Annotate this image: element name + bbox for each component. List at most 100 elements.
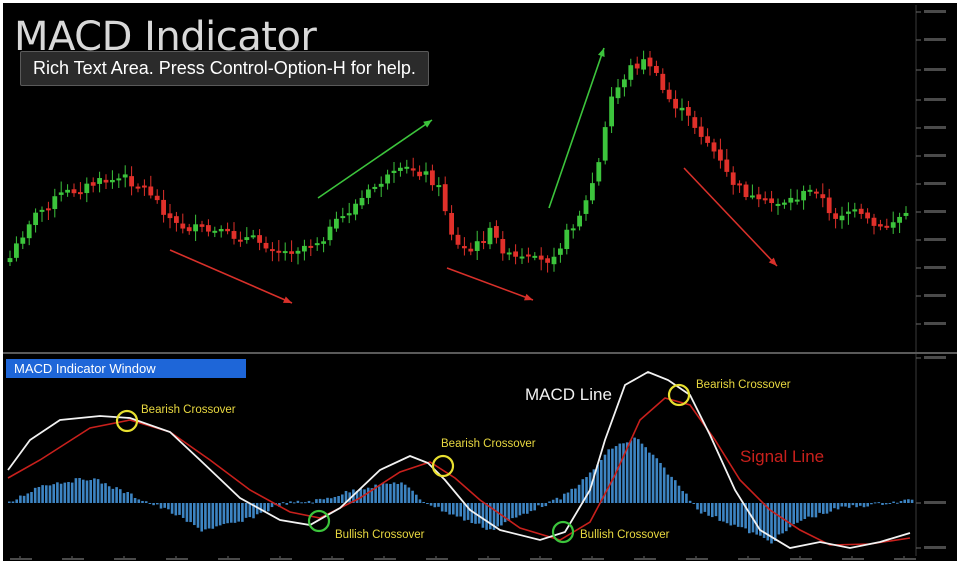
candle-body bbox=[775, 203, 781, 206]
histogram-bar bbox=[137, 499, 141, 503]
histogram-bar bbox=[185, 503, 189, 522]
candle-body bbox=[378, 183, 384, 187]
histogram-bar bbox=[744, 503, 747, 529]
histogram-bar bbox=[755, 503, 758, 535]
candle-body bbox=[513, 251, 518, 257]
price-axis-tick-label bbox=[924, 501, 946, 504]
histogram-bar bbox=[629, 440, 633, 503]
histogram-bar bbox=[300, 502, 303, 504]
histogram-bar bbox=[740, 503, 744, 528]
histogram-bar bbox=[585, 477, 588, 503]
time-axis-tick-label bbox=[322, 558, 344, 560]
candle-body bbox=[679, 107, 685, 111]
candle-body bbox=[641, 59, 646, 70]
candle-body bbox=[417, 171, 422, 177]
histogram-bar bbox=[455, 503, 459, 517]
histogram-bar bbox=[833, 503, 836, 509]
histogram-bar bbox=[329, 498, 333, 503]
crossover-label: Bullish Crossover bbox=[580, 529, 670, 541]
histogram-bar bbox=[662, 467, 666, 503]
histogram-bar bbox=[285, 503, 289, 505]
candle-body bbox=[628, 65, 634, 80]
price-axis-tick-label bbox=[924, 182, 946, 185]
time-axis-tick-label bbox=[218, 558, 240, 560]
histogram-bar bbox=[570, 488, 573, 503]
histogram-bar bbox=[522, 503, 525, 514]
histogram-bar bbox=[655, 458, 659, 503]
candle-body bbox=[46, 208, 51, 211]
time-axis-tick-label bbox=[894, 558, 916, 560]
histogram-bar bbox=[625, 442, 629, 503]
histogram-bar bbox=[403, 484, 407, 503]
candle-body bbox=[782, 202, 787, 205]
histogram-bar bbox=[544, 503, 548, 507]
histogram-bar bbox=[463, 503, 466, 521]
candle-body bbox=[839, 215, 845, 221]
candle-body bbox=[590, 183, 595, 201]
price-axis-tick-label bbox=[924, 10, 946, 13]
histogram-bar bbox=[411, 490, 414, 503]
histogram-bar bbox=[111, 488, 115, 503]
crossover-label: Bearish Crossover bbox=[141, 404, 236, 416]
candle-body bbox=[756, 194, 762, 200]
candle-body bbox=[897, 216, 902, 223]
histogram-bar bbox=[100, 483, 104, 503]
histogram-bar bbox=[892, 501, 895, 503]
time-axis-tick-label bbox=[270, 558, 292, 560]
histogram-bar bbox=[163, 503, 166, 508]
histogram-bar bbox=[637, 439, 640, 503]
price-axis-tick-label bbox=[924, 266, 946, 269]
histogram-bar bbox=[407, 487, 411, 503]
candle-body bbox=[666, 89, 672, 100]
histogram-bar bbox=[156, 503, 159, 505]
histogram-bar bbox=[685, 493, 688, 503]
histogram-bar bbox=[37, 486, 41, 503]
histogram-bar bbox=[903, 499, 906, 503]
histogram-bar bbox=[381, 482, 385, 503]
histogram-bar bbox=[633, 437, 636, 503]
candle-body bbox=[295, 250, 301, 254]
candle-body bbox=[903, 212, 909, 216]
candle-body bbox=[308, 245, 314, 248]
candle-body bbox=[148, 186, 154, 196]
histogram-bar bbox=[825, 503, 829, 514]
candle-body bbox=[698, 126, 704, 137]
candle-body bbox=[711, 142, 717, 152]
time-axis-tick-label bbox=[478, 558, 500, 560]
candle-body bbox=[801, 190, 806, 201]
histogram-bar bbox=[773, 503, 777, 542]
histogram-bar bbox=[551, 499, 555, 503]
histogram-bar bbox=[659, 462, 662, 503]
histogram-bar bbox=[481, 503, 485, 528]
candle-body bbox=[129, 176, 134, 187]
price-axis-tick-label bbox=[924, 238, 946, 241]
histogram-bar bbox=[840, 503, 844, 507]
candle-body bbox=[122, 174, 128, 178]
histogram-bar bbox=[440, 503, 444, 512]
histogram-bar bbox=[370, 488, 374, 503]
histogram-bar bbox=[170, 503, 174, 514]
candle-body bbox=[506, 252, 512, 255]
histogram-bar bbox=[873, 502, 877, 504]
histogram-bar bbox=[777, 503, 781, 535]
histogram-bar bbox=[859, 503, 862, 506]
candle-body bbox=[884, 225, 890, 228]
bullish-crossover-marker bbox=[307, 509, 331, 533]
candle-body bbox=[39, 209, 45, 212]
histogram-bar bbox=[52, 484, 55, 503]
histogram-bar bbox=[507, 503, 511, 522]
histogram-bar bbox=[259, 503, 263, 513]
histogram-bar bbox=[844, 503, 847, 507]
histogram-bar bbox=[818, 503, 821, 513]
histogram-bar bbox=[899, 501, 903, 503]
histogram-bar bbox=[884, 503, 888, 505]
histogram-bar bbox=[796, 503, 799, 523]
histogram-bar bbox=[115, 487, 118, 503]
histogram-bar bbox=[714, 503, 718, 517]
histogram-bar bbox=[426, 503, 429, 505]
candle-body bbox=[404, 166, 410, 169]
histogram-bar bbox=[278, 503, 281, 507]
histogram-bar bbox=[910, 499, 914, 503]
candle-body bbox=[833, 213, 838, 219]
candle-body bbox=[78, 192, 83, 195]
